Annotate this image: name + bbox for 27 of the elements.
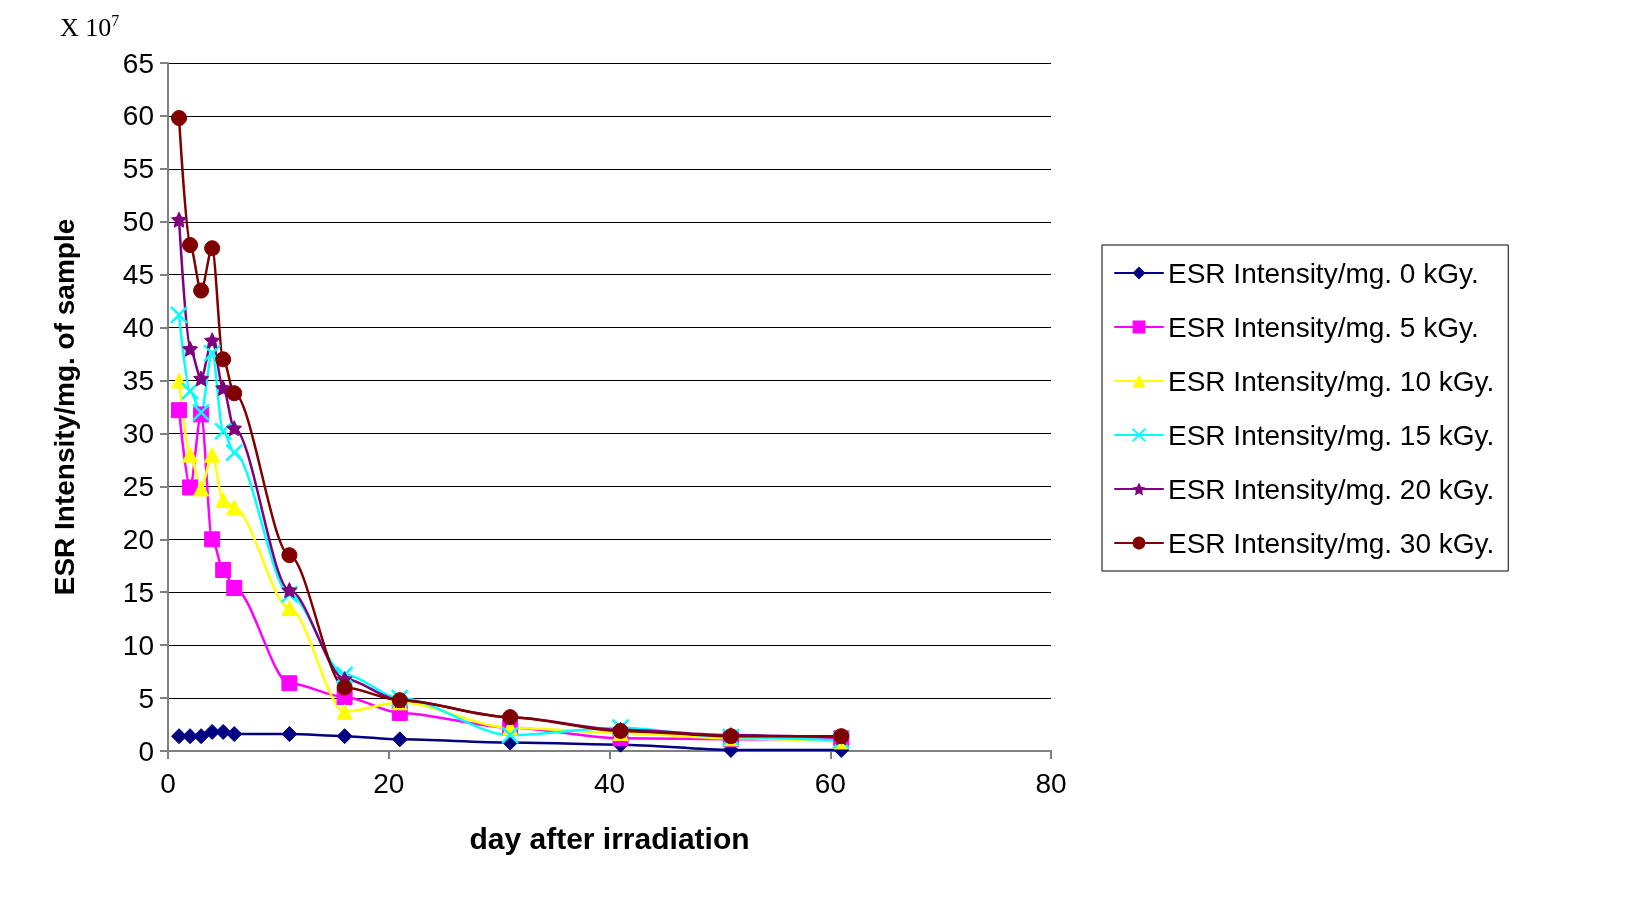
y-tick-label: 15 bbox=[122, 576, 154, 608]
y-tick-label: 55 bbox=[122, 153, 154, 185]
y-tick-label: 20 bbox=[122, 523, 154, 555]
x-tick-label: 80 bbox=[1035, 767, 1067, 799]
legend-label: ESR Intensity/mg. 15 kGy. bbox=[1168, 419, 1495, 451]
legend-label: ESR Intensity/mg. 5 kGy. bbox=[1168, 311, 1479, 343]
x-tick-label: 60 bbox=[814, 767, 846, 799]
y-tick-label: 65 bbox=[122, 47, 154, 79]
y-tick-label: 45 bbox=[122, 259, 154, 291]
legend-label: ESR Intensity/mg. 10 kGy. bbox=[1168, 365, 1495, 397]
legend-label: ESR Intensity/mg. 0 kGy. bbox=[1168, 257, 1479, 289]
y-tick-label: 50 bbox=[122, 206, 154, 238]
y-tick-label: 40 bbox=[122, 312, 154, 344]
y-tick-label: 0 bbox=[138, 735, 154, 767]
y-tick-label: 5 bbox=[138, 682, 154, 714]
y-tick-label: 30 bbox=[122, 417, 154, 449]
y-axis-title: ESR Intensity/mg. of sample bbox=[48, 218, 80, 596]
y-tick-label: 60 bbox=[122, 100, 154, 132]
x-tick-label: 0 bbox=[160, 767, 176, 799]
x-axis-title: day after irradiation bbox=[469, 821, 750, 855]
legend-label: ESR Intensity/mg. 20 kGy. bbox=[1168, 473, 1495, 505]
y-tick-label: 10 bbox=[122, 629, 154, 661]
legend-label: ESR Intensity/mg. 30 kGy. bbox=[1168, 527, 1495, 559]
y-tick-label: 35 bbox=[122, 365, 154, 397]
x-tick-label: 20 bbox=[373, 767, 405, 799]
x-tick-label: 40 bbox=[593, 767, 626, 799]
y-tick-label: 25 bbox=[122, 470, 154, 502]
